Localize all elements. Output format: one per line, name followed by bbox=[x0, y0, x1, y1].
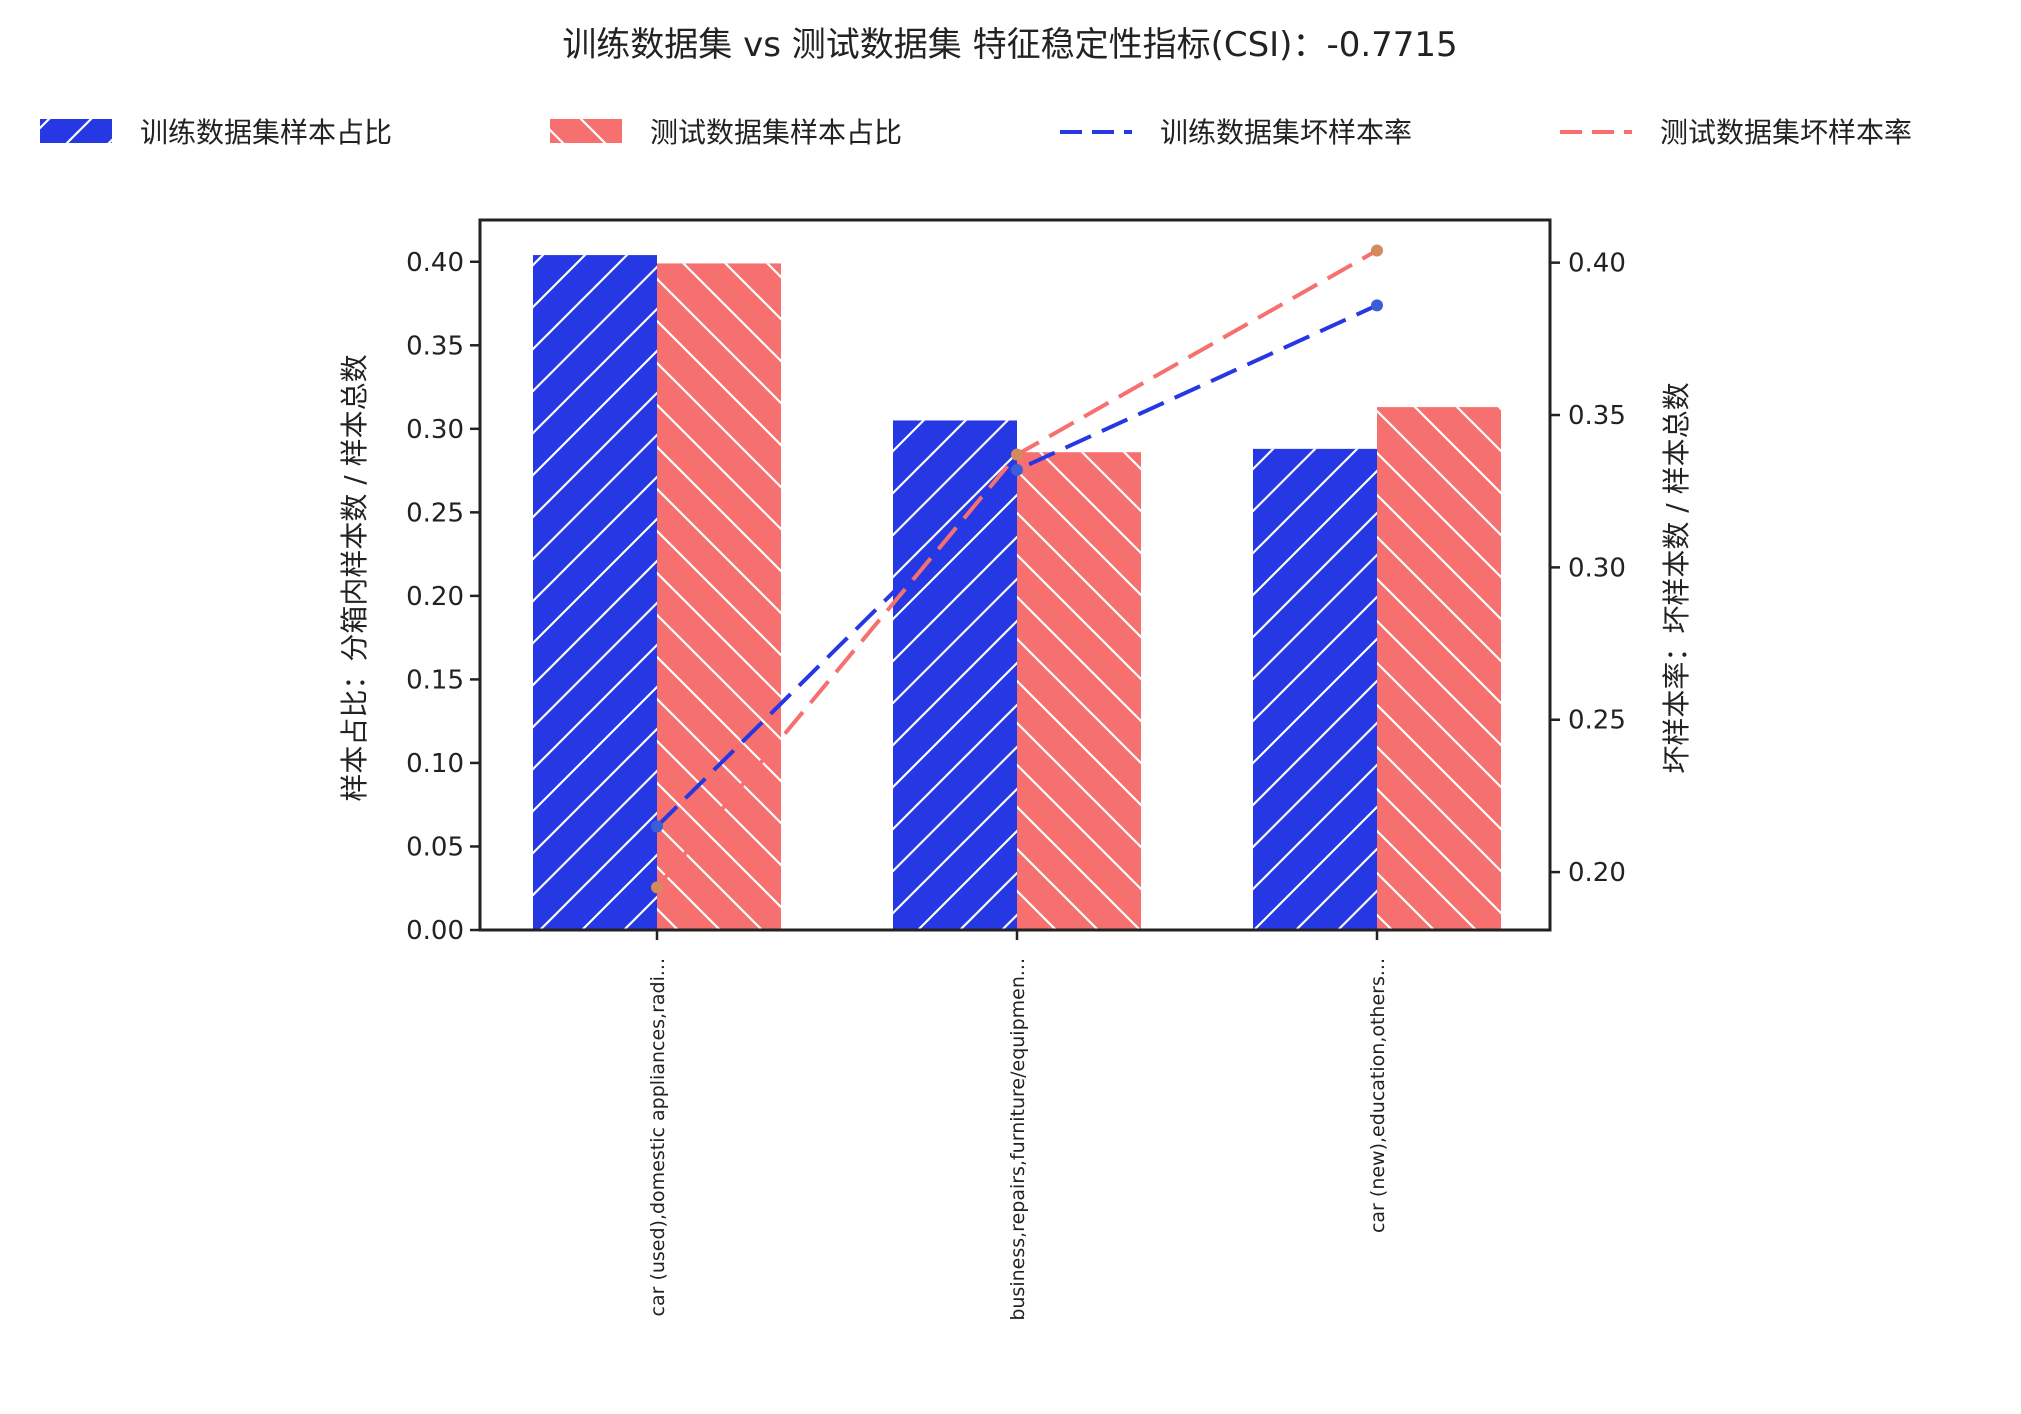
plot-frame bbox=[478, 218, 1552, 932]
legend: 训练数据集样本占比 测试数据集样本占比 训练数据集坏样本率 测试数据集坏样本率 bbox=[40, 116, 1912, 149]
bar-hatch-train-1 bbox=[893, 420, 1017, 930]
point-test-1 bbox=[1011, 448, 1023, 461]
left-axis-ticks: 0.00 0.05 0.10 0.15 0.20 0.25 0.30 0.35 0.40 bbox=[406, 248, 480, 946]
left-tick-label: 0.00 bbox=[406, 916, 464, 946]
bar-hatch-test-1 bbox=[1017, 452, 1141, 930]
legend-label: 测试数据集坏样本率 bbox=[1660, 116, 1912, 149]
point-test-0 bbox=[651, 881, 663, 894]
right-tick-label: 0.40 bbox=[1568, 249, 1626, 279]
left-tick-label: 0.10 bbox=[406, 749, 464, 779]
legend-swatch-hatch bbox=[40, 119, 112, 143]
legend-label: 训练数据集坏样本率 bbox=[1160, 116, 1412, 149]
chart-title: 训练数据集 vs 测试数据集 特征稳定性指标(CSI)：-0.7715 bbox=[562, 25, 1457, 65]
right-axis-label: 坏样本率：坏样本数 / 样本总数 bbox=[1660, 382, 1693, 773]
legend-label: 训练数据集样本占比 bbox=[140, 116, 392, 149]
left-tick-label: 0.15 bbox=[406, 665, 464, 695]
right-tick-label: 0.20 bbox=[1568, 858, 1626, 888]
category-label: car (new),education,others... bbox=[1367, 958, 1389, 1233]
category-labels: car (used),domestic appliances,radi... bu… bbox=[647, 930, 1389, 1321]
point-train-1 bbox=[1011, 463, 1023, 476]
point-train-0 bbox=[651, 820, 663, 833]
bar-hatch-train-2 bbox=[1253, 448, 1377, 930]
right-axis-ticks: 0.20 0.25 0.30 0.35 0.40 bbox=[1550, 249, 1626, 888]
left-tick-label: 0.35 bbox=[406, 331, 464, 361]
point-test-2 bbox=[1371, 244, 1383, 257]
category-label: car (used),domestic appliances,radi... bbox=[647, 958, 669, 1317]
legend-swatch-hatch bbox=[550, 119, 622, 143]
left-axis-label: 样本占比：分箱内样本数 / 样本总数 bbox=[338, 354, 371, 801]
left-tick-label: 0.30 bbox=[406, 415, 464, 445]
bar-layer bbox=[533, 255, 1501, 931]
axes bbox=[478, 218, 1552, 932]
point-train-2 bbox=[1371, 299, 1383, 312]
right-tick-label: 0.30 bbox=[1568, 553, 1626, 583]
left-tick-label: 0.05 bbox=[406, 832, 464, 862]
right-tick-label: 0.35 bbox=[1568, 401, 1626, 431]
right-tick-label: 0.25 bbox=[1568, 706, 1626, 736]
legend-label: 测试数据集样本占比 bbox=[650, 116, 902, 149]
left-tick-label: 0.20 bbox=[406, 582, 464, 612]
category-label: business,repairs,furniture/equipmen... bbox=[1007, 958, 1029, 1321]
left-tick-label: 0.25 bbox=[406, 498, 464, 528]
left-tick-label: 0.40 bbox=[406, 248, 464, 278]
line-layer bbox=[651, 244, 1383, 894]
bar-hatch-test-2 bbox=[1377, 407, 1501, 930]
bar-hatch-train-0 bbox=[533, 255, 657, 931]
bar-hatch-test-0 bbox=[657, 263, 781, 930]
